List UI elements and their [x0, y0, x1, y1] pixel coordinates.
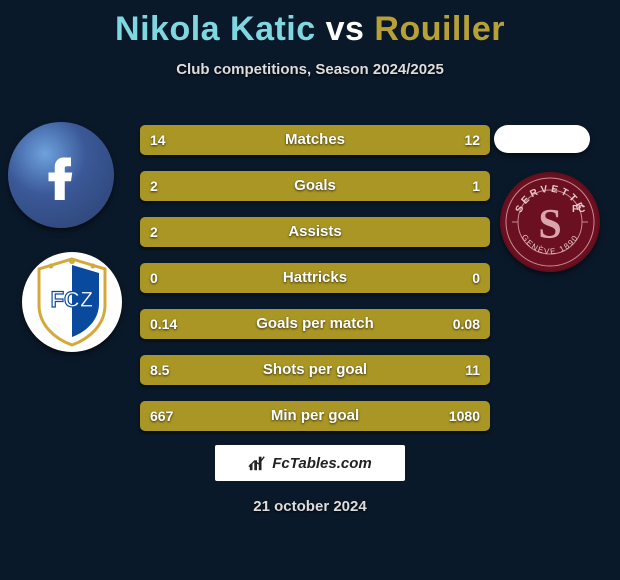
svg-text:S: S	[538, 202, 561, 248]
stat-right-value: 11	[465, 355, 480, 385]
comparison-title: Nikola Katic vs Rouiller	[0, 0, 620, 49]
stat-label: Hattricks	[140, 263, 490, 293]
stat-label: Matches	[140, 125, 490, 155]
stat-right-value: 1	[472, 171, 480, 201]
player2-club-badge: SERVETTE GENÈVE 1890 FC S	[500, 172, 600, 272]
stat-right-value: 1080	[449, 401, 480, 431]
stat-label: Min per goal	[140, 401, 490, 431]
player1-name: Nikola Katic	[115, 10, 316, 48]
stat-row-matches: 14 Matches 12	[140, 125, 490, 155]
stat-row-assists: 2 Assists	[140, 217, 490, 247]
chart-icon	[248, 454, 266, 472]
stat-label: Assists	[140, 217, 490, 247]
stats-panel: 14 Matches 12 2 Goals 1 2 Assists 0 Hatt…	[140, 125, 490, 447]
stat-row-min-per-goal: 667 Min per goal 1080	[140, 401, 490, 431]
brand-box[interactable]: FcTables.com	[215, 445, 405, 481]
stat-row-goals-per-match: 0.14 Goals per match 0.08	[140, 309, 490, 339]
date-label: 21 october 2024	[0, 498, 620, 515]
player2-name: Rouiller	[374, 10, 505, 48]
servette-crest-icon: SERVETTE GENÈVE 1890 FC S	[500, 172, 600, 272]
stat-right-value: 0.08	[453, 309, 480, 339]
stat-label: Goals	[140, 171, 490, 201]
svg-text:FCZ: FCZ	[51, 287, 94, 312]
player1-avatar	[8, 122, 114, 228]
player1-club-badge: FCZ	[22, 252, 122, 352]
stat-label: Shots per goal	[140, 355, 490, 385]
stat-right-value: 12	[464, 125, 480, 155]
brand-label: FcTables.com	[272, 455, 371, 472]
stat-row-shots-per-goal: 8.5 Shots per goal 11	[140, 355, 490, 385]
svg-text:FC: FC	[572, 204, 585, 215]
stat-row-hattricks: 0 Hattricks 0	[140, 263, 490, 293]
stat-right-value: 0	[472, 263, 480, 293]
fcz-crest-icon: FCZ	[33, 257, 111, 347]
player2-avatar	[494, 125, 590, 153]
facebook-icon	[31, 145, 91, 205]
stat-label: Goals per match	[140, 309, 490, 339]
subtitle: Club competitions, Season 2024/2025	[0, 61, 620, 78]
stat-row-goals: 2 Goals 1	[140, 171, 490, 201]
vs-text: vs	[326, 10, 365, 48]
